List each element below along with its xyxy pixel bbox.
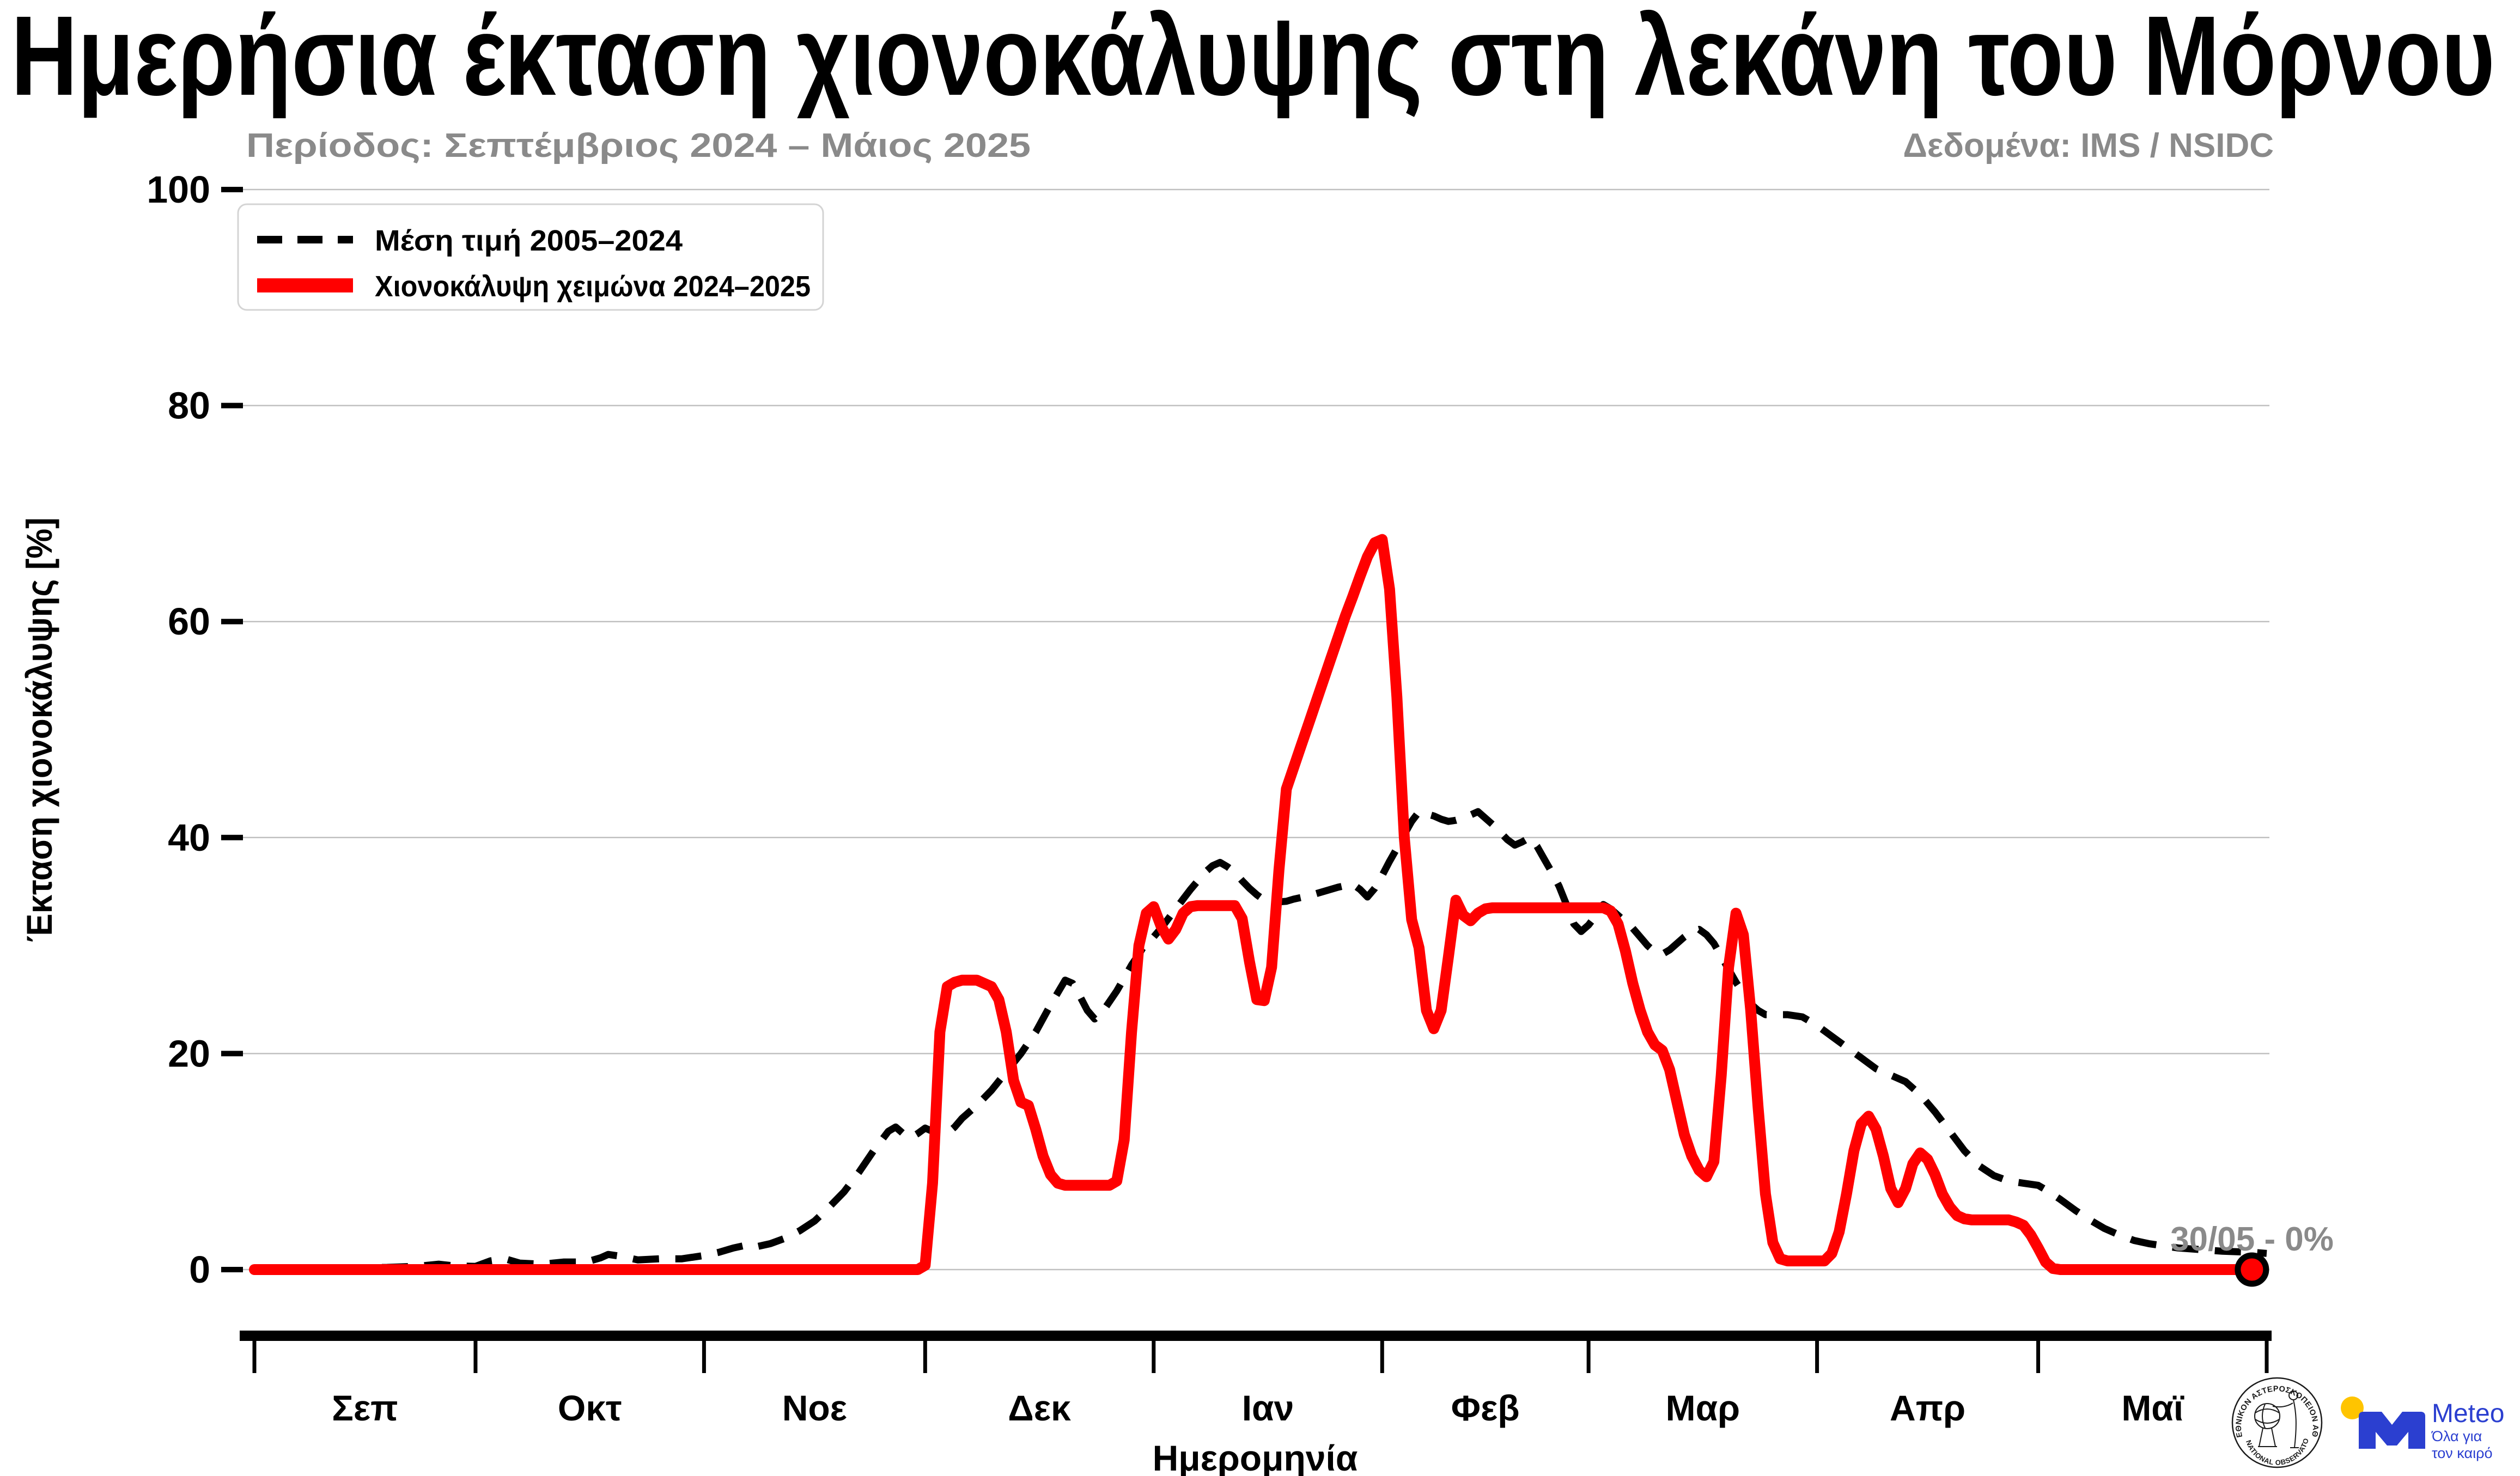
legend-box — [237, 203, 824, 311]
month-label-Δεκ: Δεκ — [1008, 1388, 1071, 1428]
y-tick-label-100: 100 — [147, 168, 210, 211]
legend-label-mean: Μέση τιμή 2005–2024 — [375, 224, 683, 257]
y-tick-label-40: 40 — [168, 816, 210, 859]
series-line-mean — [254, 808, 2267, 1272]
meteo-sun-icon — [2341, 1396, 2364, 1419]
meteo-tagline-line1: Όλα για — [2431, 1428, 2482, 1444]
month-label-Μαϊ: Μαϊ — [2121, 1388, 2184, 1428]
data-source-label: Δεδομένα: IMS / NSIDC — [1903, 127, 2274, 164]
end-annotation: 30/05 - 0% — [2170, 1221, 2334, 1258]
legend-label-winter: Χιονοκάλυψη χειμώνα 2024–2025 — [375, 270, 811, 303]
meteo-wordmark: Meteo — [2432, 1399, 2504, 1428]
x-axis-label: Ημερομηνία — [1153, 1438, 1358, 1476]
x-axis-spine — [240, 1331, 2272, 1341]
month-label-Σεπ: Σεπ — [332, 1388, 398, 1428]
y-tick-label-60: 60 — [168, 600, 210, 643]
y-axis-tick-labels: 0 20 40 60 80 100 — [147, 168, 210, 1291]
x-axis-month-labels: Σεπ Οκτ Νοε Δεκ Ιαν Φεβ Μαρ Απρ Μαϊ — [332, 1388, 2184, 1428]
month-label-Ιαν: Ιαν — [1242, 1388, 1294, 1428]
y-tick-label-0: 0 — [189, 1248, 210, 1291]
legend: Μέση τιμή 2005–2024 Χιονοκάλυψη χειμώνα … — [237, 203, 824, 311]
y-tick-label-80: 80 — [168, 385, 210, 427]
month-label-Οκτ: Οκτ — [558, 1388, 622, 1428]
month-label-Νοε: Νοε — [782, 1388, 847, 1428]
y-tick-label-20: 20 — [168, 1032, 210, 1075]
y-axis-label: Έκταση χιονοκάλυψης [%] — [19, 517, 59, 942]
series-lines — [249, 534, 2267, 1275]
x-axis-ticks — [252, 1341, 2269, 1373]
seal-outer-ring — [2231, 1377, 2323, 1468]
meteo-logo: Meteo Όλα για τον καιρό — [2341, 1396, 2504, 1461]
month-label-Μαρ: Μαρ — [1666, 1388, 1740, 1428]
seal-urania-figure — [2254, 1390, 2299, 1448]
meteo-m-icon — [2359, 1412, 2425, 1449]
meteo-tagline-line2: τον καιρό — [2432, 1445, 2492, 1461]
series-line-winter — [249, 534, 2257, 1275]
month-label-Φεβ: Φεβ — [1451, 1388, 1520, 1428]
end-marker-dot — [2235, 1252, 2269, 1287]
y-axis-ticks — [221, 187, 243, 1272]
subtitle-period: Περίοδος: Σεπτέμβριος 2024 – Μάιος 2025 — [246, 127, 1031, 164]
month-label-Απρ: Απρ — [1890, 1388, 1965, 1428]
page-title: Ημερήσια έκταση χιονοκάλυψης στη λεκάνη … — [11, 0, 2495, 119]
